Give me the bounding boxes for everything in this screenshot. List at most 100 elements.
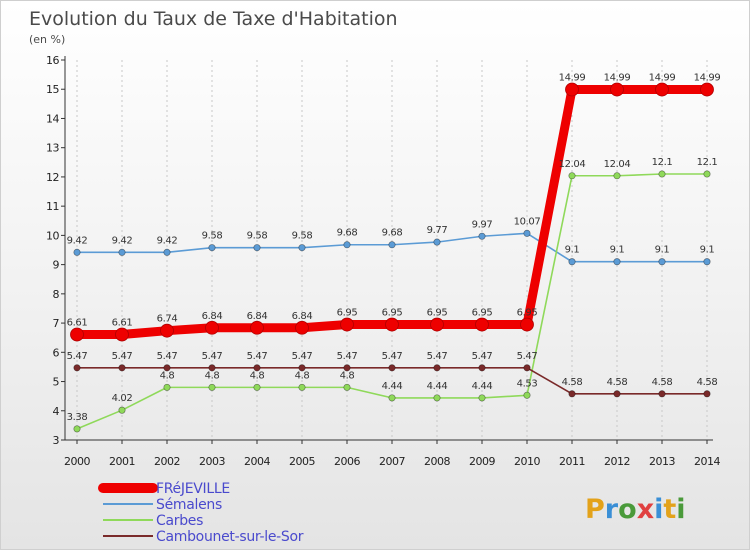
y-tick-label: 11 xyxy=(46,200,59,213)
data-point xyxy=(208,383,216,391)
legend-label: Sémalens xyxy=(156,497,222,513)
data-label: 4.8 xyxy=(160,370,175,381)
data-label: 4.02 xyxy=(112,393,133,404)
proxiti-logo: Proxiti xyxy=(585,494,686,525)
data-point xyxy=(163,248,171,256)
logo-letter: x xyxy=(637,494,654,525)
data-point xyxy=(613,390,621,398)
data-point xyxy=(160,323,174,338)
data-label: 4.53 xyxy=(517,378,538,389)
data-label: 14.99 xyxy=(649,73,676,84)
data-label: 14.99 xyxy=(559,73,586,84)
x-tick-label: 2012 xyxy=(604,455,630,468)
y-tick-label: 4 xyxy=(53,405,60,418)
data-point xyxy=(388,394,396,402)
x-tick-label: 2005 xyxy=(289,455,315,468)
data-point xyxy=(658,258,666,266)
data-label: 9.42 xyxy=(67,235,88,246)
data-label: 9.42 xyxy=(112,235,133,246)
data-label: 5.47 xyxy=(247,351,268,362)
series xyxy=(70,82,714,433)
data-label: 14.99 xyxy=(604,73,631,84)
y-tick-label: 14 xyxy=(46,112,59,125)
y-tick-label: 13 xyxy=(46,142,59,155)
y-tick-label: 8 xyxy=(53,288,60,301)
chart-subtitle: (en %) xyxy=(29,33,65,46)
y-tick-label: 10 xyxy=(46,229,59,242)
logo-letter: i xyxy=(676,494,685,525)
data-point xyxy=(205,320,219,335)
series-frejeville xyxy=(70,82,714,342)
data-point xyxy=(568,258,576,266)
data-label: 3.38 xyxy=(67,412,88,423)
data-point xyxy=(70,327,84,342)
data-label: 6.95 xyxy=(517,308,538,319)
data-point xyxy=(163,383,171,391)
data-point xyxy=(73,248,81,256)
data-label: 5.47 xyxy=(517,351,538,362)
data-point xyxy=(73,364,81,372)
data-point xyxy=(73,425,81,433)
data-point xyxy=(658,390,666,398)
series-semalens xyxy=(73,229,711,266)
data-label: 5.47 xyxy=(202,351,223,362)
data-point xyxy=(475,317,489,332)
data-point xyxy=(208,244,216,252)
data-label: 9.1 xyxy=(610,245,625,256)
data-label: 6.84 xyxy=(202,311,223,322)
x-tick-label: 2008 xyxy=(424,455,450,468)
y-tick-label: 15 xyxy=(46,83,59,96)
data-point xyxy=(478,364,486,372)
data-point xyxy=(433,394,441,402)
data-label: 9.1 xyxy=(655,245,670,256)
data-point xyxy=(520,317,534,332)
data-label: 5.47 xyxy=(157,351,178,362)
data-point xyxy=(163,364,171,372)
data-label: 6.95 xyxy=(337,308,358,319)
data-point xyxy=(523,364,531,372)
data-label: 4.58 xyxy=(697,377,718,388)
data-label: 5.47 xyxy=(112,351,133,362)
data-label: 5.47 xyxy=(67,351,88,362)
y-tick-label: 12 xyxy=(46,171,59,184)
data-point xyxy=(250,320,264,335)
data-point xyxy=(298,244,306,252)
data-point xyxy=(433,364,441,372)
data-label: 9.42 xyxy=(157,235,178,246)
data-label: 12.04 xyxy=(604,159,631,170)
y-tick-label: 16 xyxy=(46,54,59,67)
data-label: 5.47 xyxy=(427,351,448,362)
data-point xyxy=(115,327,129,342)
data-label: 6.61 xyxy=(112,317,133,328)
data-label: 9.58 xyxy=(247,231,268,242)
data-label: 9.97 xyxy=(472,219,493,230)
data-point xyxy=(655,82,669,97)
chart-title: Evolution du Taux de Taxe d'Habitation xyxy=(29,8,398,30)
x-tick-label: 2000 xyxy=(64,455,90,468)
data-point xyxy=(208,364,216,372)
data-point xyxy=(343,364,351,372)
data-label: 5.47 xyxy=(472,351,493,362)
data-point xyxy=(385,317,399,332)
data-label: 14.99 xyxy=(694,73,721,84)
data-label: 12.04 xyxy=(559,159,586,170)
data-point xyxy=(118,248,126,256)
data-point xyxy=(298,364,306,372)
data-point xyxy=(700,82,714,97)
data-point xyxy=(118,406,126,414)
data-point xyxy=(388,241,396,249)
data-point xyxy=(118,364,126,372)
data-label: 9.68 xyxy=(337,228,358,239)
data-point xyxy=(658,170,666,178)
data-point xyxy=(433,238,441,246)
data-label: 4.58 xyxy=(562,377,583,388)
data-point xyxy=(703,170,711,178)
data-point xyxy=(613,172,621,180)
data-point xyxy=(478,232,486,240)
data-label: 4.58 xyxy=(607,377,628,388)
logo-letter: P xyxy=(585,494,605,525)
data-point xyxy=(613,258,621,266)
x-tick-label: 2014 xyxy=(694,455,720,468)
data-point xyxy=(253,383,261,391)
